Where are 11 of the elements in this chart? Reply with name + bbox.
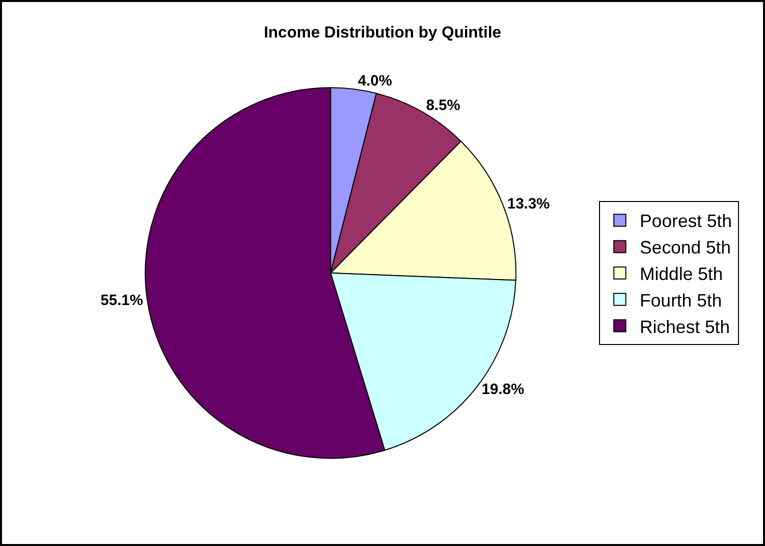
data-label: 4.0% <box>358 72 392 90</box>
data-label: 8.5% <box>426 96 460 114</box>
chart-title: Income Distribution by Quintile <box>264 24 502 42</box>
data-label: 13.3% <box>507 195 550 212</box>
legend-label: Richest 5th <box>640 316 730 337</box>
data-label: 55.1% <box>100 292 144 310</box>
legend-label: Middle 5th <box>640 264 723 284</box>
legend-label: Poorest 5th <box>640 211 732 232</box>
legend-label: Second 5th <box>640 238 731 258</box>
data-label: 19.8% <box>482 380 524 398</box>
legend-label: Fourth 5th <box>640 290 722 310</box>
